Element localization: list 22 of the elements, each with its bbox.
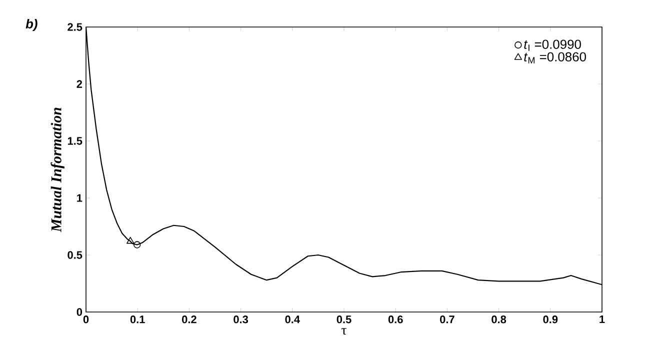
x-tick-label: 0.9	[543, 316, 558, 324]
x-tick-label: 0.2	[182, 316, 196, 324]
legend-label: t$_{I}$ =0.0990	[524, 40, 581, 51]
x-tick-label: 0.4	[285, 316, 300, 324]
x-tick-label: 0.6	[388, 316, 403, 324]
x-tick-label: 1	[600, 316, 605, 324]
y-tick-label: 0	[76, 308, 82, 316]
x-axis-title: τ	[342, 328, 346, 335]
x-tick-label: 0.7	[440, 316, 454, 324]
text: b)	[26, 18, 38, 32]
y-tick-label: 1	[77, 194, 82, 202]
y-tick-label: 2	[76, 80, 82, 88]
x-tick-label: 0.5	[336, 316, 352, 324]
x-tick-label: 0.8	[492, 316, 506, 324]
legend-label: t$_{M}$ =0.0860	[524, 52, 586, 64]
y-tick-label: 1.5	[68, 137, 82, 145]
x-tick-label: 0	[83, 316, 89, 324]
y-tick-label: 2.5	[68, 23, 82, 31]
y-tick-label: 0.5	[68, 251, 82, 259]
x-tick-label: 0.1	[130, 316, 145, 324]
y-axis-title: Mutual Information	[50, 108, 64, 232]
x-tick-label: 0.3	[234, 316, 248, 324]
